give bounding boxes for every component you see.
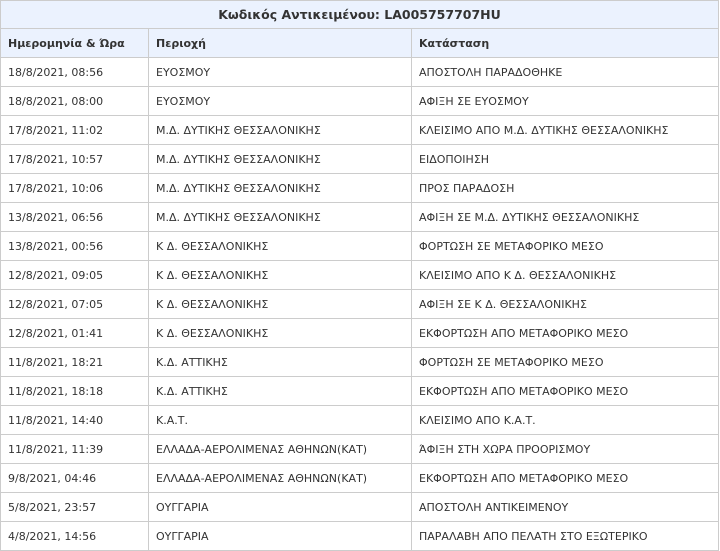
- cell-status: ΆΦΙΞΗ ΣΤΗ ΧΩΡΑ ΠΡΟΟΡΙΣΜΟΥ: [411, 434, 719, 464]
- cell-status: ΠΡΟΣ ΠΑΡΑΔΟΣΗ: [411, 173, 719, 203]
- table-row: 17/8/2021, 11:02 Μ.Δ. ΔΥΤΙΚΗΣ ΘΕΣΣΑΛΟΝΙΚΗ…: [0, 115, 719, 145]
- table-row: 13/8/2021, 06:56 Μ.Δ. ΔΥΤΙΚΗΣ ΘΕΣΣΑΛΟΝΙΚΗ…: [0, 202, 719, 232]
- header-status: Κατάσταση: [411, 28, 719, 58]
- cell-status: ΑΦΙΞΗ ΣΕ Μ.Δ. ΔΥΤΙΚΗΣ ΘΕΣΣΑΛΟΝΙΚΗΣ: [411, 202, 719, 232]
- cell-datetime: 17/8/2021, 10:06: [0, 173, 149, 203]
- cell-area: Κ.Α.Τ.: [148, 405, 412, 435]
- cell-datetime: 11/8/2021, 11:39: [0, 434, 149, 464]
- cell-datetime: 4/8/2021, 14:56: [0, 521, 149, 551]
- cell-area: Μ.Δ. ΔΥΤΙΚΗΣ ΘΕΣΣΑΛΟΝΙΚΗΣ: [148, 202, 412, 232]
- tracking-title: Κωδικός Αντικειμένου: LA005757707HU: [0, 0, 719, 29]
- cell-area: Μ.Δ. ΔΥΤΙΚΗΣ ΘΕΣΣΑΛΟΝΙΚΗΣ: [148, 173, 412, 203]
- cell-datetime: 18/8/2021, 08:56: [0, 57, 149, 87]
- cell-status: ΚΛΕΙΣΙΜΟ ΑΠΟ Κ Δ. ΘΕΣΣΑΛΟΝΙΚΗΣ: [411, 260, 719, 290]
- cell-area: Κ Δ. ΘΕΣΣΑΛΟΝΙΚΗΣ: [148, 260, 412, 290]
- cell-datetime: 18/8/2021, 08:00: [0, 86, 149, 116]
- table-row: 17/8/2021, 10:57 Μ.Δ. ΔΥΤΙΚΗΣ ΘΕΣΣΑΛΟΝΙΚΗ…: [0, 144, 719, 174]
- cell-area: ΕΥΟΣΜΟΥ: [148, 57, 412, 87]
- cell-datetime: 9/8/2021, 04:46: [0, 463, 149, 493]
- cell-area: Κ Δ. ΘΕΣΣΑΛΟΝΙΚΗΣ: [148, 231, 412, 261]
- table-row: 12/8/2021, 07:05 Κ Δ. ΘΕΣΣΑΛΟΝΙΚΗΣ ΑΦΙΞΗ Σ…: [0, 289, 719, 319]
- table-row: 13/8/2021, 00:56 Κ Δ. ΘΕΣΣΑΛΟΝΙΚΗΣ ΦΟΡΤΩΣΗ…: [0, 231, 719, 261]
- cell-status: ΑΠΟΣΤΟΛΗ ΑΝΤΙΚΕΙΜΕΝΟΥ: [411, 492, 719, 522]
- cell-datetime: 13/8/2021, 00:56: [0, 231, 149, 261]
- cell-area: ΕΛΛΑΔΑ-ΑΕΡΟΛΙΜΕΝΑΣ ΑΘΗΝΩΝ(ΚΑΤ): [148, 434, 412, 464]
- header-row: Ημερομηνία & Ώρα Περιοχή Κατάσταση: [0, 28, 719, 58]
- cell-status: ΚΛΕΙΣΙΜΟ ΑΠΟ Μ.Δ. ΔΥΤΙΚΗΣ ΘΕΣΣΑΛΟΝΙΚΗΣ: [411, 115, 719, 145]
- cell-area: Κ.Δ. ΑΤΤΙΚΗΣ: [148, 376, 412, 406]
- table-row: 12/8/2021, 01:41 Κ Δ. ΘΕΣΣΑΛΟΝΙΚΗΣ ΕΚΦΟΡΤΩ…: [0, 318, 719, 348]
- table-row: 4/8/2021, 14:56 ΟΥΓΓΑΡΙΑ ΠΑΡΑΛΑΒΗ ΑΠΟ ΠΕΛΑ…: [0, 521, 719, 551]
- cell-datetime: 5/8/2021, 23:57: [0, 492, 149, 522]
- table-row: 12/8/2021, 09:05 Κ Δ. ΘΕΣΣΑΛΟΝΙΚΗΣ ΚΛΕΙΣΙΜ…: [0, 260, 719, 290]
- cell-status: ΕΚΦΟΡΤΩΣΗ ΑΠΟ ΜΕΤΑΦΟΡΙΚΟ ΜΕΣΟ: [411, 318, 719, 348]
- cell-status: ΑΠΟΣΤΟΛΗ ΠΑΡΑΔΟΘΗΚΕ: [411, 57, 719, 87]
- title-row: Κωδικός Αντικειμένου: LA005757707HU: [0, 0, 719, 29]
- cell-area: ΕΛΛΑΔΑ-ΑΕΡΟΛΙΜΕΝΑΣ ΑΘΗΝΩΝ(ΚΑΤ): [148, 463, 412, 493]
- cell-area: ΕΥΟΣΜΟΥ: [148, 86, 412, 116]
- cell-status: ΕΙΔΟΠΟΙΗΣΗ: [411, 144, 719, 174]
- cell-datetime: 12/8/2021, 01:41: [0, 318, 149, 348]
- cell-area: Κ.Δ. ΑΤΤΙΚΗΣ: [148, 347, 412, 377]
- cell-datetime: 11/8/2021, 18:21: [0, 347, 149, 377]
- cell-status: ΕΚΦΟΡΤΩΣΗ ΑΠΟ ΜΕΤΑΦΟΡΙΚΟ ΜΕΣΟ: [411, 463, 719, 493]
- cell-area: Κ Δ. ΘΕΣΣΑΛΟΝΙΚΗΣ: [148, 318, 412, 348]
- cell-area: ΟΥΓΓΑΡΙΑ: [148, 521, 412, 551]
- cell-area: ΟΥΓΓΑΡΙΑ: [148, 492, 412, 522]
- cell-area: Μ.Δ. ΔΥΤΙΚΗΣ ΘΕΣΣΑΛΟΝΙΚΗΣ: [148, 144, 412, 174]
- cell-datetime: 12/8/2021, 07:05: [0, 289, 149, 319]
- table-row: 17/8/2021, 10:06 Μ.Δ. ΔΥΤΙΚΗΣ ΘΕΣΣΑΛΟΝΙΚΗ…: [0, 173, 719, 203]
- header-area: Περιοχή: [148, 28, 412, 58]
- cell-status: ΕΚΦΟΡΤΩΣΗ ΑΠΟ ΜΕΤΑΦΟΡΙΚΟ ΜΕΣΟ: [411, 376, 719, 406]
- cell-status: ΠΑΡΑΛΑΒΗ ΑΠΟ ΠΕΛΑΤΗ ΣΤΟ ΕΞΩΤΕΡΙΚΟ: [411, 521, 719, 551]
- cell-datetime: 12/8/2021, 09:05: [0, 260, 149, 290]
- cell-area: Κ Δ. ΘΕΣΣΑΛΟΝΙΚΗΣ: [148, 289, 412, 319]
- table-row: 18/8/2021, 08:56 ΕΥΟΣΜΟΥ ΑΠΟΣΤΟΛΗ ΠΑΡΑΔΟΘΗ…: [0, 57, 719, 87]
- cell-status: ΚΛΕΙΣΙΜΟ ΑΠΟ Κ.Α.Τ.: [411, 405, 719, 435]
- cell-area: Μ.Δ. ΔΥΤΙΚΗΣ ΘΕΣΣΑΛΟΝΙΚΗΣ: [148, 115, 412, 145]
- table-row: 11/8/2021, 14:40 Κ.Α.Τ. ΚΛΕΙΣΙΜΟ ΑΠΟ Κ.Α.Τ…: [0, 405, 719, 435]
- table-row: 5/8/2021, 23:57 ΟΥΓΓΑΡΙΑ ΑΠΟΣΤΟΛΗ ΑΝΤΙΚΕΙΜ…: [0, 492, 719, 522]
- cell-status: ΑΦΙΞΗ ΣΕ Κ Δ. ΘΕΣΣΑΛΟΝΙΚΗΣ: [411, 289, 719, 319]
- table-row: 9/8/2021, 04:46 ΕΛΛΑΔΑ-ΑΕΡΟΛΙΜΕΝΑΣ ΑΘΗΝΩΝ…: [0, 463, 719, 493]
- cell-datetime: 13/8/2021, 06:56: [0, 202, 149, 232]
- cell-datetime: 11/8/2021, 14:40: [0, 405, 149, 435]
- cell-datetime: 11/8/2021, 18:18: [0, 376, 149, 406]
- cell-datetime: 17/8/2021, 10:57: [0, 144, 149, 174]
- table-row: 11/8/2021, 18:18 Κ.Δ. ΑΤΤΙΚΗΣ ΕΚΦΟΡΤΩΣΗ ΑΠ…: [0, 376, 719, 406]
- cell-status: ΦΟΡΤΩΣΗ ΣΕ ΜΕΤΑΦΟΡΙΚΟ ΜΕΣΟ: [411, 231, 719, 261]
- header-datetime: Ημερομηνία & Ώρα: [0, 28, 149, 58]
- cell-datetime: 17/8/2021, 11:02: [0, 115, 149, 145]
- table-row: 18/8/2021, 08:00 ΕΥΟΣΜΟΥ ΑΦΙΞΗ ΣΕ ΕΥΟΣΜΟΥ: [0, 86, 719, 116]
- table-row: 11/8/2021, 18:21 Κ.Δ. ΑΤΤΙΚΗΣ ΦΟΡΤΩΣΗ ΣΕ Μ…: [0, 347, 719, 377]
- cell-status: ΑΦΙΞΗ ΣΕ ΕΥΟΣΜΟΥ: [411, 86, 719, 116]
- table-row: 11/8/2021, 11:39 ΕΛΛΑΔΑ-ΑΕΡΟΛΙΜΕΝΑΣ ΑΘΗΝΩ…: [0, 434, 719, 464]
- cell-status: ΦΟΡΤΩΣΗ ΣΕ ΜΕΤΑΦΟΡΙΚΟ ΜΕΣΟ: [411, 347, 719, 377]
